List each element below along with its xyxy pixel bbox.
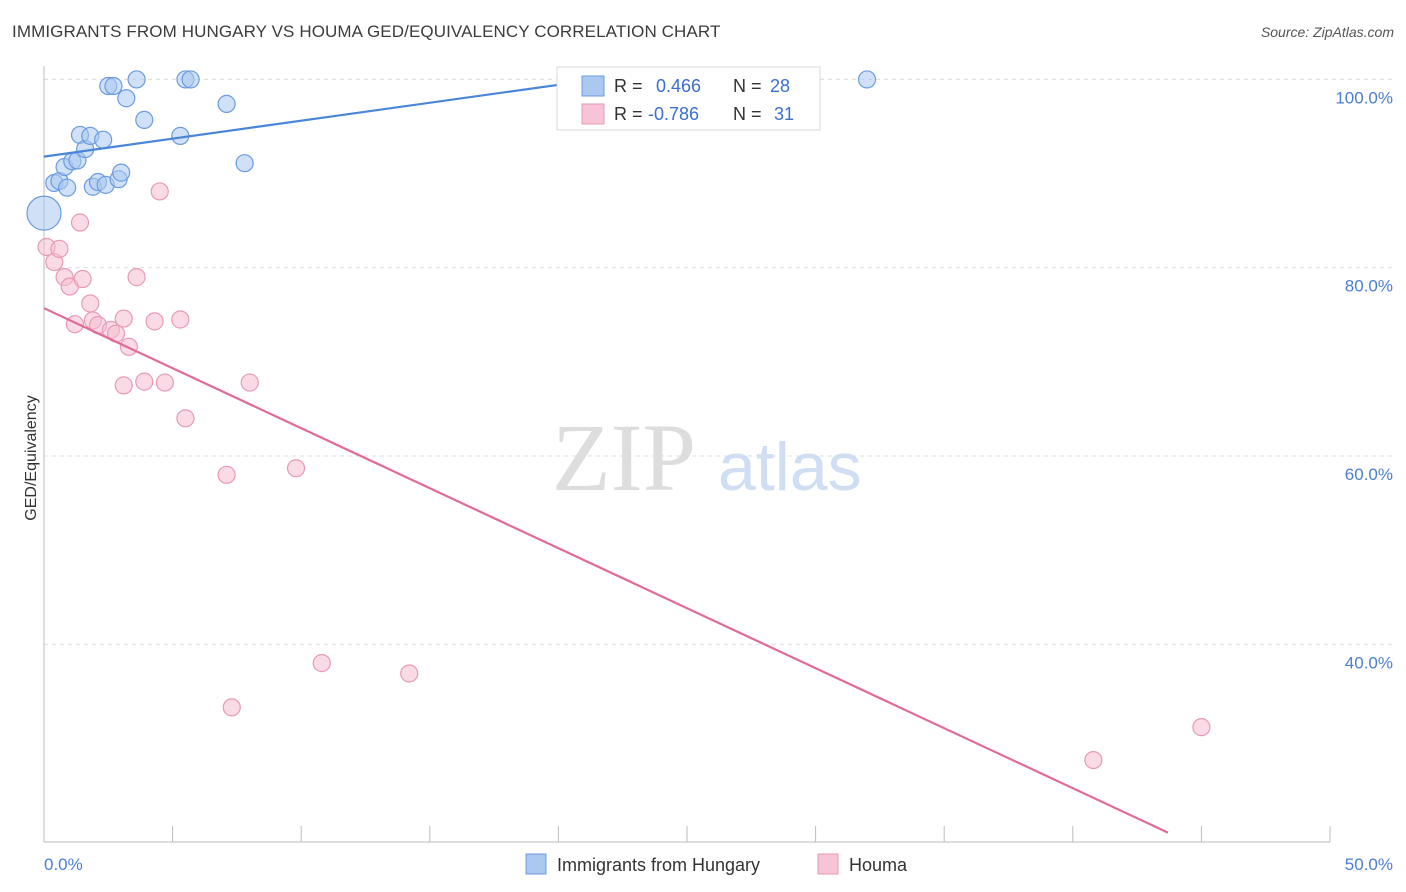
tick-labels: 40.0% 60.0% 80.0% 100.0% 0.0% 50.0% bbox=[44, 88, 1393, 874]
point-houma-22 bbox=[176, 409, 195, 428]
point-houma-29 bbox=[1084, 750, 1103, 770]
point-hungary-15 bbox=[112, 163, 131, 182]
legend-swatch-hungary bbox=[581, 75, 605, 97]
legend: R = 0.466 N = 28 R = -0.786 N = 31 bbox=[556, 66, 821, 131]
y-tick-label-100: 100.0% bbox=[1335, 88, 1393, 107]
point-hungary-20 bbox=[135, 110, 154, 129]
bottom-legend-swatch-hungary bbox=[525, 853, 547, 875]
point-houma-8 bbox=[81, 294, 100, 313]
legend-r-value-hungary: 0.466 bbox=[656, 76, 701, 96]
trend-line-houma bbox=[43, 307, 1169, 834]
series-hungary-points bbox=[26, 70, 877, 231]
point-hungary-26 bbox=[857, 70, 877, 89]
point-houma-20 bbox=[155, 373, 174, 392]
point-hungary-3 bbox=[58, 178, 77, 197]
source-label: Source: ZipAtlas.com bbox=[1260, 24, 1394, 40]
bottom-legend-label-hungary: Immigrants from Hungary bbox=[557, 855, 760, 875]
point-houma-17 bbox=[135, 372, 154, 391]
point-houma-21 bbox=[171, 310, 190, 329]
legend-r-value-houma: -0.786 bbox=[648, 104, 699, 124]
bottom-legend-swatch-houma bbox=[817, 853, 839, 875]
x-tick-label-max: 50.0% bbox=[1345, 855, 1393, 874]
point-hungary-25 bbox=[235, 154, 254, 173]
chart-title: IMMIGRANTS FROM HUNGARY VS HOUMA GED/EQU… bbox=[12, 22, 721, 41]
y-tick-label-40: 40.0% bbox=[1345, 653, 1393, 672]
axes bbox=[43, 66, 1331, 843]
bottom-legend: Immigrants from Hungary Houma bbox=[525, 853, 908, 875]
point-houma-13 bbox=[114, 309, 133, 328]
legend-r-label-houma: R = bbox=[614, 104, 643, 124]
point-houma-24 bbox=[240, 373, 259, 392]
point-houma-27 bbox=[312, 654, 331, 673]
y-tick-label-80: 80.0% bbox=[1345, 277, 1393, 296]
point-houma-15 bbox=[114, 376, 133, 395]
legend-n-label-hungary: N = bbox=[733, 76, 762, 96]
point-hungary-23 bbox=[181, 70, 200, 89]
point-hungary-12 bbox=[94, 130, 113, 149]
y-tick-label-60: 60.0% bbox=[1345, 465, 1393, 484]
point-hungary-18 bbox=[117, 89, 136, 108]
legend-n-label-houma: N = bbox=[733, 104, 762, 124]
point-houma-28 bbox=[400, 664, 419, 683]
legend-n-value-hungary: 28 bbox=[770, 76, 790, 96]
point-houma-7 bbox=[73, 269, 92, 289]
y-axis-label: GED/Equivalency bbox=[23, 395, 40, 520]
point-houma-2 bbox=[50, 239, 69, 258]
point-houma-23 bbox=[217, 465, 236, 484]
point-houma-26 bbox=[222, 698, 241, 717]
bottom-legend-label-houma: Houma bbox=[849, 855, 908, 875]
point-houma-30 bbox=[1192, 718, 1211, 737]
point-hungary-19 bbox=[127, 70, 146, 89]
watermark-zip: ZIP bbox=[552, 404, 696, 511]
point-houma-16 bbox=[127, 268, 146, 287]
point-hungary-0 bbox=[26, 195, 62, 231]
legend-n-value-houma: 31 bbox=[774, 104, 794, 124]
point-hungary-17 bbox=[104, 76, 123, 96]
watermark: ZIP atlas bbox=[552, 404, 862, 511]
legend-swatch-houma bbox=[581, 103, 605, 125]
point-hungary-24 bbox=[217, 94, 236, 113]
point-houma-6 bbox=[70, 213, 90, 232]
watermark-atlas: atlas bbox=[718, 429, 862, 505]
point-houma-25 bbox=[286, 459, 306, 478]
point-houma-18 bbox=[145, 312, 164, 331]
trend-line-hungary bbox=[43, 78, 598, 158]
point-houma-19 bbox=[150, 182, 169, 201]
x-tick-label-min: 0.0% bbox=[44, 855, 83, 874]
series-houma-points bbox=[37, 182, 1211, 770]
legend-r-label-hungary: R = bbox=[614, 76, 643, 96]
